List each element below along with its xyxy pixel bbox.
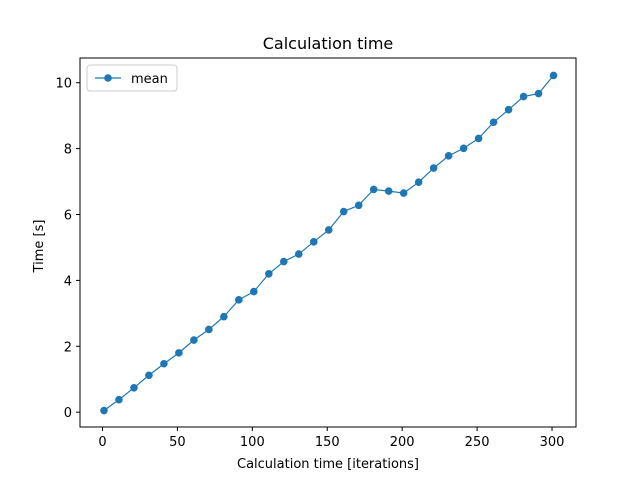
data-point (100, 406, 108, 415)
legend-label: mean (131, 72, 168, 87)
data-point (534, 89, 543, 98)
data-point (339, 207, 348, 216)
data-point (279, 257, 288, 266)
data-point (399, 189, 408, 197)
data-point (190, 336, 198, 344)
data-point (414, 178, 423, 187)
data-point (265, 269, 273, 278)
legend-marker (104, 74, 112, 82)
y-tick-label: 8 (64, 143, 72, 158)
data-point (354, 201, 363, 210)
data-point (220, 312, 228, 321)
data-point (369, 185, 378, 194)
data-point (130, 383, 138, 392)
y-axis-label: Time [s] (32, 220, 47, 274)
data-point (175, 349, 183, 357)
x-tick-label: 250 (465, 435, 490, 450)
y-tick-label: 4 (64, 274, 72, 289)
data-point (205, 325, 213, 334)
x-axis-label: Calculation time [iterations] (237, 457, 419, 472)
y-tick-label: 2 (64, 340, 72, 355)
data-point (145, 371, 153, 380)
y-tick-label: 6 (64, 208, 72, 223)
data-point (489, 118, 498, 127)
data-point (549, 71, 558, 80)
chart-title: Calculation time (263, 34, 394, 53)
data-point (115, 395, 123, 404)
data-point (160, 359, 168, 368)
legend-box (86, 64, 178, 92)
data-point (384, 187, 393, 195)
data-point (474, 134, 483, 143)
y-tick-label: 10 (55, 77, 72, 92)
data-point (429, 164, 438, 172)
data-point (504, 105, 513, 114)
x-tick-label: 100 (240, 435, 265, 450)
data-point (519, 92, 528, 101)
x-tick-label: 150 (315, 435, 340, 450)
data-point (444, 152, 453, 160)
x-tick-label: 50 (169, 435, 186, 450)
data-point (235, 296, 243, 304)
data-point (324, 226, 333, 234)
x-tick-label: 300 (540, 435, 565, 450)
x-tick-label: 0 (98, 435, 106, 450)
data-point (294, 250, 303, 258)
data-point (309, 238, 318, 246)
axes-frame (79, 57, 577, 428)
x-tick-label: 200 (390, 435, 415, 450)
data-point (250, 287, 258, 296)
data-point (459, 144, 468, 153)
y-tick-label: 0 (64, 406, 72, 421)
plot-area: 0 50 100 150 200 250 300 0 2 4 6 8 10 mean (55, 57, 577, 450)
